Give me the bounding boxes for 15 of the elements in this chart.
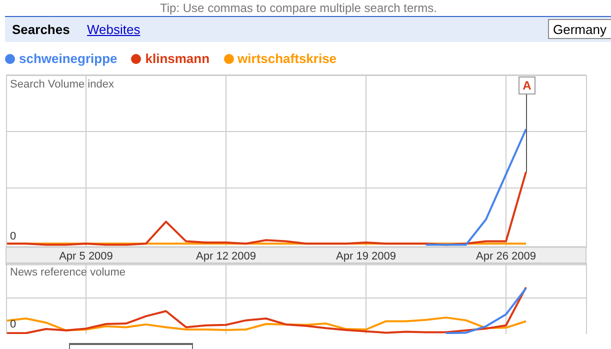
chart-title: Search Volume index xyxy=(10,78,114,91)
text: Searches xyxy=(12,22,70,37)
chart-title: News reference volume xyxy=(10,266,126,279)
x-tick-label: Apr 19 2009 xyxy=(336,250,396,262)
x-tick-label: Apr 12 2009 xyxy=(196,250,256,262)
legend-label: schweinegrippe xyxy=(19,51,118,66)
x-tick-label: Apr 5 2009 xyxy=(59,250,113,262)
annotation: A xyxy=(522,78,532,92)
legend-label: wirtschaftskrise xyxy=(238,51,337,66)
legend-label: klinsmann xyxy=(145,51,210,66)
x-tick-label: Apr 26 2009 xyxy=(476,250,536,262)
text: Tip: Use commas to compare multiple search terms. xyxy=(160,1,437,15)
annotation: 0 xyxy=(10,318,16,331)
text: Websites xyxy=(87,22,140,37)
annotation: 0 xyxy=(10,230,16,242)
